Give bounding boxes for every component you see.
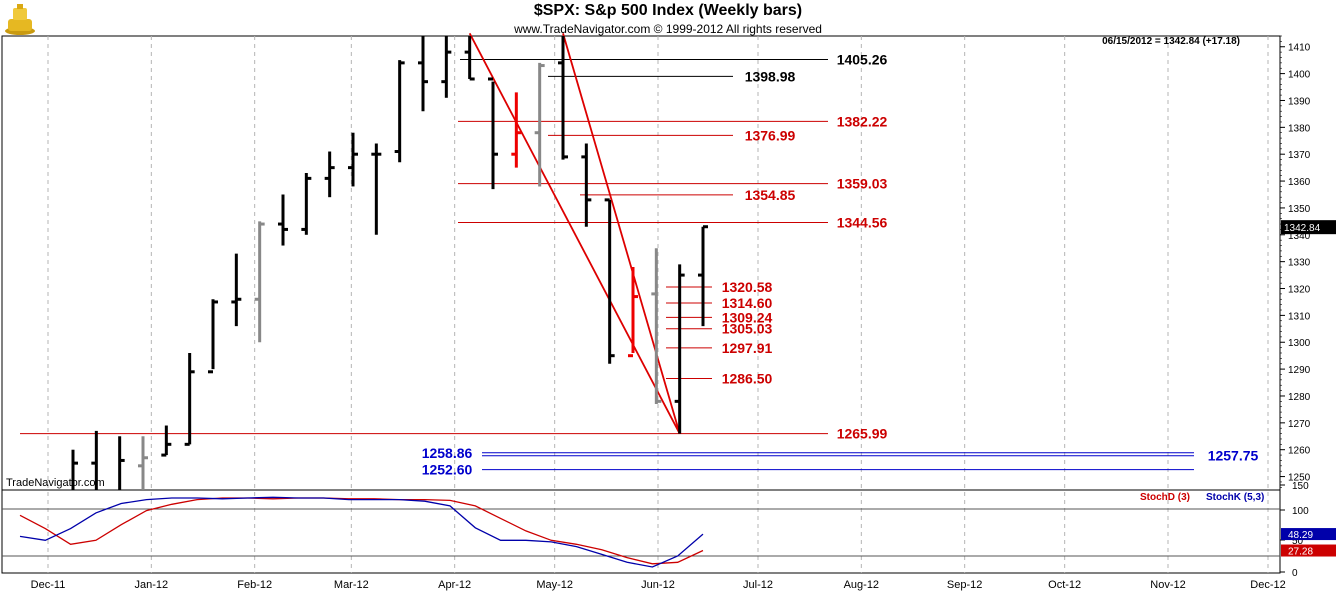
y-tick-label: 1370 (1288, 150, 1311, 161)
ohlc-bar (254, 221, 265, 343)
osc-y-tick-label: 150 (1292, 481, 1309, 492)
level-label: 1398.98 (745, 68, 796, 84)
y-tick-label: 1260 (1288, 446, 1311, 457)
y-tick-label: 1270 (1288, 419, 1311, 430)
y-tick-label: 1280 (1288, 392, 1311, 403)
level-label: 1258.86 (422, 445, 473, 461)
x-tick-label: Jun-12 (641, 579, 675, 591)
last-quote: 06/15/2012 = 1342.84 (+17.18) (1102, 36, 1240, 47)
x-tick-label: Mar-12 (334, 579, 369, 591)
ohlc-bar (278, 194, 288, 246)
level-label: 1344.56 (837, 215, 888, 231)
ohlc-bar (558, 36, 568, 160)
level-label: 1252.60 (422, 462, 473, 478)
level-label: 1405.26 (837, 51, 888, 67)
level-label: 1382.22 (837, 113, 888, 129)
ohlc-bar (138, 436, 148, 490)
level-label: 1376.99 (745, 127, 796, 143)
y-tick-label: 1310 (1288, 311, 1311, 322)
x-tick-label: Dec-12 (1250, 579, 1285, 591)
level-label: 1320.58 (722, 279, 773, 295)
ohlc-bar (651, 248, 662, 405)
x-tick-label: Jan-12 (135, 579, 169, 591)
y-tick-label: 1290 (1288, 365, 1311, 376)
ohlc-bar (394, 60, 405, 163)
x-tick-label: Oct-12 (1048, 579, 1081, 591)
ohlc-bar (488, 77, 498, 190)
y-tick-label: 1380 (1288, 123, 1311, 134)
level-label: 1265.99 (837, 426, 888, 442)
level-label: 1257.75 (1208, 448, 1259, 464)
trendline (468, 32, 681, 435)
trade-navigator-logo-icon (2, 2, 38, 36)
y-tick-label: 1300 (1288, 338, 1311, 349)
y-tick-label: 1390 (1288, 96, 1311, 107)
osc-y-tick-label: 100 (1292, 506, 1309, 517)
ohlc-bar (231, 253, 242, 327)
trendline (562, 33, 681, 434)
last-price-box (1281, 220, 1336, 235)
ohlc-bar (208, 299, 218, 374)
level-label: 1297.91 (722, 340, 773, 356)
osc-last-value-label: 48.29 (1288, 530, 1313, 541)
chart-frame (1, 35, 1281, 574)
level-label: 1314.60 (722, 295, 773, 311)
stochd-legend: StochD (3) (1140, 492, 1190, 503)
ohlc-bar (118, 436, 125, 490)
ohlc-bar (604, 198, 615, 364)
osc-series-line (19, 497, 704, 565)
ohlc-bar (581, 143, 592, 227)
x-tick-label: Nov-12 (1150, 579, 1185, 591)
osc-series-line (19, 496, 704, 568)
level-label: 1359.03 (837, 176, 888, 192)
x-tick-label: Jul-12 (743, 579, 773, 591)
y-tick-label: 1350 (1288, 204, 1311, 215)
x-tick-label: Aug-12 (844, 579, 879, 591)
ohlc-bar (184, 352, 195, 446)
level-label: 1309.24 (722, 309, 773, 325)
ohlc-bar (71, 449, 78, 490)
x-tick-label: Dec-11 (31, 579, 66, 591)
ohlc-bar (628, 267, 638, 358)
y-tick-label: 1330 (1288, 258, 1311, 269)
level-label: 1286.50 (722, 371, 773, 387)
osc-last-value-box (1281, 528, 1336, 541)
ohlc-bar (91, 430, 98, 490)
ohlc-bar (161, 425, 172, 457)
x-tick-label: May-12 (536, 579, 573, 591)
y-tick-label: 1340 (1288, 231, 1311, 242)
y-tick-label: 1250 (1288, 473, 1311, 484)
y-tick-label: 1400 (1288, 70, 1311, 81)
y-tick-label: 1360 (1288, 177, 1311, 188)
y-tick-label: 1410 (1288, 43, 1311, 54)
ohlc-bar (301, 173, 312, 235)
last-price-label: 1342.84 (1284, 223, 1321, 234)
stochk-legend: StochK (5,3) (1206, 492, 1265, 503)
ohlc-bar (534, 62, 545, 187)
watermark: TradeNavigator.com (6, 477, 105, 489)
y-tick-label: 1320 (1288, 285, 1311, 296)
level-label: 1354.85 (745, 187, 796, 203)
copyright-subtitle: www.TradeNavigator.com © 1999-2012 All r… (514, 22, 822, 36)
x-tick-label: Sep-12 (947, 579, 982, 591)
ohlc-bar (674, 264, 685, 434)
osc-last-value-label: 27.28 (1288, 547, 1313, 558)
chart-title: $SPX: S&p 500 Index (Weekly bars) (533, 2, 803, 19)
ohlc-bar (324, 151, 335, 198)
x-tick-label: Apr-12 (438, 579, 471, 591)
osc-y-tick-label: 0 (1292, 568, 1298, 579)
ohlc-bar (464, 36, 475, 81)
ohlc-bar (371, 143, 382, 235)
ohlc-bar (418, 36, 428, 112)
ohlc-bar (441, 36, 452, 98)
x-tick-label: Feb-12 (237, 579, 272, 591)
ohlc-bar (348, 132, 358, 187)
osc-y-tick-label: 50 (1292, 536, 1304, 547)
ohlc-bar (511, 92, 522, 168)
ohlc-bar (698, 225, 708, 327)
level-label: 1305.03 (722, 321, 773, 337)
osc-last-value-box (1281, 544, 1336, 557)
